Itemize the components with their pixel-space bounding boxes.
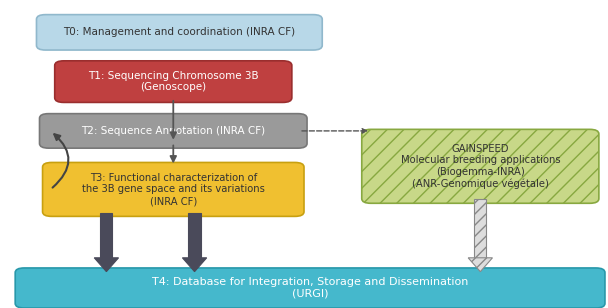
Polygon shape [94,258,119,272]
Text: T2: Sequence Annotation (INRA CF): T2: Sequence Annotation (INRA CF) [81,126,265,136]
Polygon shape [468,258,492,272]
Polygon shape [100,213,112,258]
FancyBboxPatch shape [15,268,605,308]
FancyBboxPatch shape [362,129,599,203]
FancyBboxPatch shape [43,163,304,216]
Text: T4: Database for Integration, Storage and Dissemination
(URGI): T4: Database for Integration, Storage an… [152,277,468,299]
Text: T1: Sequencing Chromosome 3B
(Genoscope): T1: Sequencing Chromosome 3B (Genoscope) [88,71,258,92]
Text: GAINSPEED
Molecular breeding applications
(Biogemma-INRA)
(ANR-Genomique végétal: GAINSPEED Molecular breeding application… [401,144,560,189]
FancyBboxPatch shape [55,61,292,102]
FancyBboxPatch shape [36,14,322,50]
Text: T0: Management and coordination (INRA CF): T0: Management and coordination (INRA CF… [63,27,295,37]
Polygon shape [188,213,201,258]
FancyBboxPatch shape [40,114,307,148]
Polygon shape [474,199,486,258]
Polygon shape [182,258,207,272]
Text: T3: Functional characterization of
the 3B gene space and its variations
(INRA CF: T3: Functional characterization of the 3… [82,173,264,206]
